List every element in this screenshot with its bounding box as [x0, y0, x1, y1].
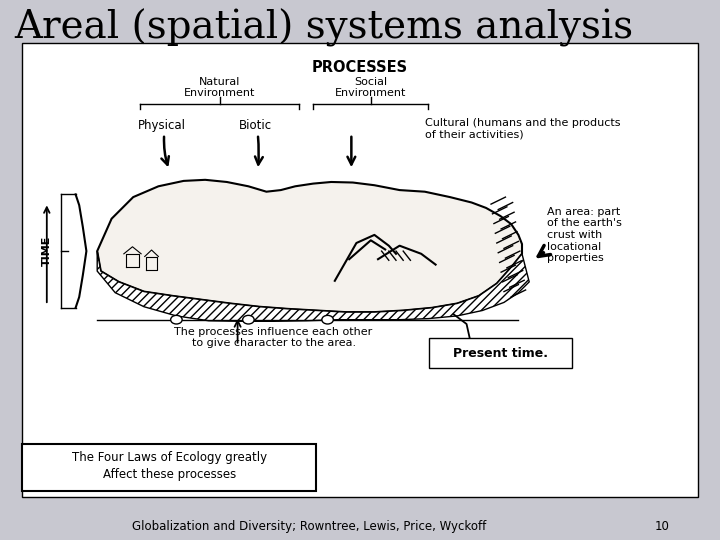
- Polygon shape: [97, 251, 529, 321]
- Text: Areal (spatial) systems analysis: Areal (spatial) systems analysis: [14, 8, 634, 46]
- Text: Globalization and Diversity; Rowntree, Lewis, Price, Wyckoff: Globalization and Diversity; Rowntree, L…: [132, 520, 487, 533]
- Text: The Four Laws of Ecology greatly: The Four Laws of Ecology greatly: [71, 451, 267, 464]
- Text: 10: 10: [655, 520, 670, 533]
- FancyBboxPatch shape: [429, 338, 572, 368]
- Text: Present time.: Present time.: [453, 347, 548, 360]
- Text: Affect these processes: Affect these processes: [102, 468, 236, 481]
- Text: TIME: TIME: [42, 236, 52, 266]
- Text: PROCESSES: PROCESSES: [312, 60, 408, 75]
- Text: An area: part
of the earth's
crust with
locational
properties: An area: part of the earth's crust with …: [547, 207, 622, 263]
- FancyBboxPatch shape: [22, 43, 698, 497]
- Circle shape: [171, 315, 182, 324]
- Circle shape: [322, 315, 333, 324]
- Text: Biotic: Biotic: [239, 119, 272, 132]
- Text: Physical: Physical: [138, 119, 186, 132]
- Polygon shape: [97, 180, 522, 312]
- Circle shape: [243, 315, 254, 324]
- Text: Social
Environment: Social Environment: [335, 77, 407, 98]
- FancyBboxPatch shape: [22, 444, 316, 491]
- Text: The processes influence each other
to give character to the area.: The processes influence each other to gi…: [174, 327, 373, 348]
- Text: Natural
Environment: Natural Environment: [184, 77, 256, 98]
- Text: Cultural (humans and the products
of their activities): Cultural (humans and the products of the…: [425, 118, 621, 139]
